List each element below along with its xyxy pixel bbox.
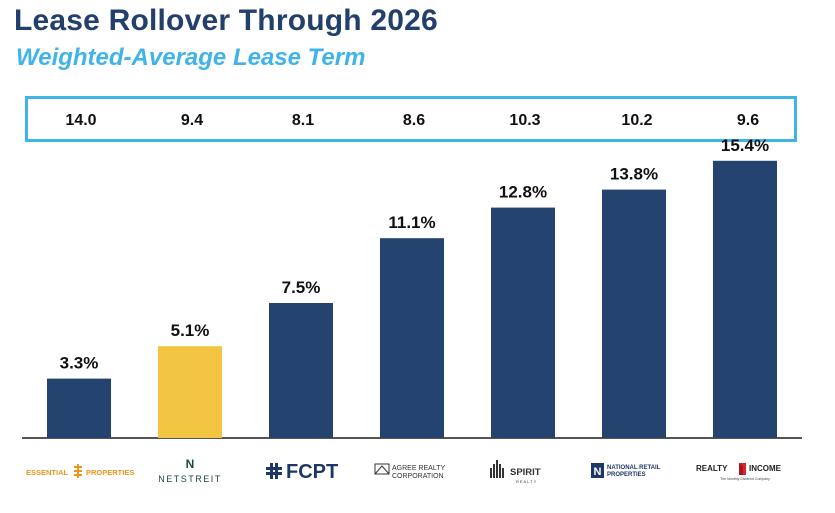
svg-text:CORPORATION: CORPORATION bbox=[392, 473, 444, 480]
bar-value-label: 11.1% bbox=[388, 213, 435, 232]
svg-text:REALTY: REALTY bbox=[516, 479, 537, 484]
bar bbox=[269, 303, 333, 438]
spirit-realty-logo: SPIRIT REALTY bbox=[468, 454, 578, 488]
agree-realty-logo: AGREE REALTY CORPORATION bbox=[357, 454, 467, 488]
fcpt-logo: FCPT bbox=[246, 454, 356, 488]
bar bbox=[380, 238, 444, 438]
wal-value-realty-income: 9.6 bbox=[736, 112, 760, 129]
wal-term-row: 14.0 9.4 8.1 8.6 10.3 10.2 9.6 bbox=[25, 96, 797, 142]
bar-value-label: 7.5% bbox=[282, 278, 321, 297]
bar-value-label: 15.4% bbox=[721, 136, 769, 155]
bar bbox=[158, 346, 222, 438]
wal-value-essential: 14.0 bbox=[65, 112, 97, 129]
wal-value-fcpt: 8.1 bbox=[291, 112, 315, 129]
page-subtitle: Weighted-Average Lease Term bbox=[16, 44, 366, 71]
svg-text:FCPT: FCPT bbox=[286, 461, 338, 483]
bar bbox=[713, 160, 777, 439]
wal-value-netstreit: 9.4 bbox=[180, 112, 204, 129]
svg-text:The Monthly Dividend Company: The Monthly Dividend Company bbox=[720, 477, 770, 481]
bar bbox=[491, 207, 555, 438]
svg-text:REALTY: REALTY bbox=[696, 464, 728, 473]
bar bbox=[47, 378, 111, 438]
svg-text:NETSTREIT: NETSTREIT bbox=[158, 474, 222, 484]
svg-text:N: N bbox=[594, 466, 602, 478]
national-retail-properties-logo: N NATIONAL RETAIL PROPERTIES bbox=[579, 454, 689, 488]
svg-text:PROPERTIES: PROPERTIES bbox=[86, 468, 134, 477]
svg-text:INCOME: INCOME bbox=[749, 464, 782, 473]
realty-income-logo: REALTY INCOME The Monthly Dividend Compa… bbox=[690, 454, 800, 488]
bar-value-label: 12.8% bbox=[499, 183, 547, 202]
bar bbox=[602, 189, 666, 438]
wal-value-agree: 8.6 bbox=[402, 112, 426, 129]
essential-properties-logo: ESSENTIAL PROPERTIES bbox=[24, 454, 134, 488]
bar-value-label: 3.3% bbox=[60, 354, 99, 373]
bar-value-label: 13.8% bbox=[610, 165, 658, 184]
wal-value-nnn: 10.2 bbox=[621, 112, 653, 129]
wal-value-spirit: 10.3 bbox=[509, 112, 541, 129]
svg-text:NATIONAL RETAIL: NATIONAL RETAIL bbox=[607, 465, 661, 471]
svg-text:N: N bbox=[186, 457, 195, 471]
bar-value-label: 5.1% bbox=[171, 321, 210, 340]
svg-text:ESSENTIAL: ESSENTIAL bbox=[26, 468, 69, 477]
svg-text:AGREE REALTY: AGREE REALTY bbox=[392, 465, 445, 472]
netstreit-logo: N NETSTREIT bbox=[135, 454, 245, 488]
svg-text:PROPERTIES: PROPERTIES bbox=[607, 472, 646, 478]
page-title: Lease Rollover Through 2026 bbox=[14, 4, 438, 37]
svg-text:SPIRIT: SPIRIT bbox=[510, 467, 541, 478]
